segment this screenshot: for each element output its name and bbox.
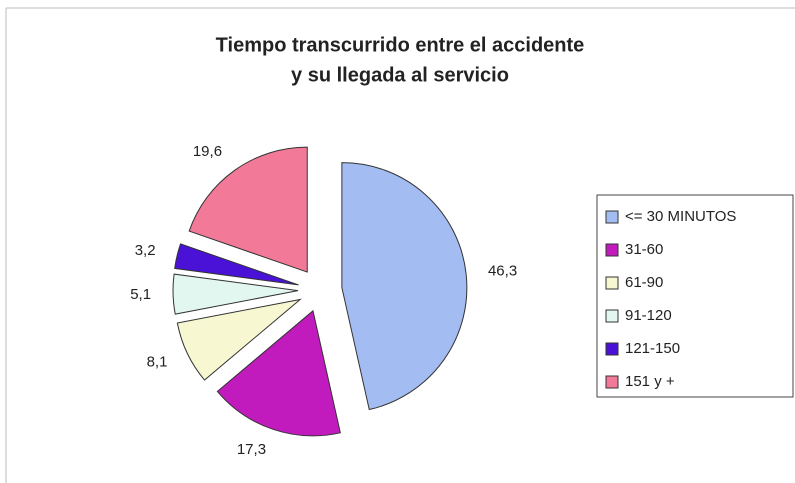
legend-swatch bbox=[605, 276, 619, 290]
data-label: 5,1 bbox=[130, 286, 151, 303]
chart-title: y su llegada al servicio bbox=[291, 64, 509, 86]
legend-swatch bbox=[605, 243, 619, 257]
legend-box bbox=[596, 194, 794, 398]
pie-slice bbox=[176, 298, 302, 381]
pie-slice bbox=[341, 162, 468, 411]
legend-label: 31-60 bbox=[625, 241, 663, 258]
legend-swatch bbox=[605, 210, 619, 224]
legend-swatch bbox=[605, 309, 619, 323]
data-label: 8,1 bbox=[147, 354, 168, 371]
legend-label: 91-120 bbox=[625, 307, 672, 324]
pie-slice bbox=[172, 273, 299, 315]
data-label: 19,6 bbox=[193, 143, 222, 160]
legend-swatch bbox=[605, 375, 619, 389]
legend-swatch bbox=[605, 342, 619, 356]
data-label: 46,3 bbox=[488, 262, 517, 279]
legend-label: <= 30 MINUTOS bbox=[625, 208, 736, 225]
chart-title: Tiempo transcurrido entre el accidente bbox=[216, 34, 585, 56]
pie-slice bbox=[216, 309, 341, 437]
pie-slice bbox=[188, 146, 308, 273]
legend-label: 121-150 bbox=[625, 340, 680, 357]
legend-label: 61-90 bbox=[625, 274, 663, 291]
data-label: 3,2 bbox=[135, 242, 156, 259]
legend-label: 151 y + bbox=[625, 373, 675, 390]
pie-slice bbox=[174, 243, 299, 286]
data-label: 17,3 bbox=[237, 441, 266, 458]
